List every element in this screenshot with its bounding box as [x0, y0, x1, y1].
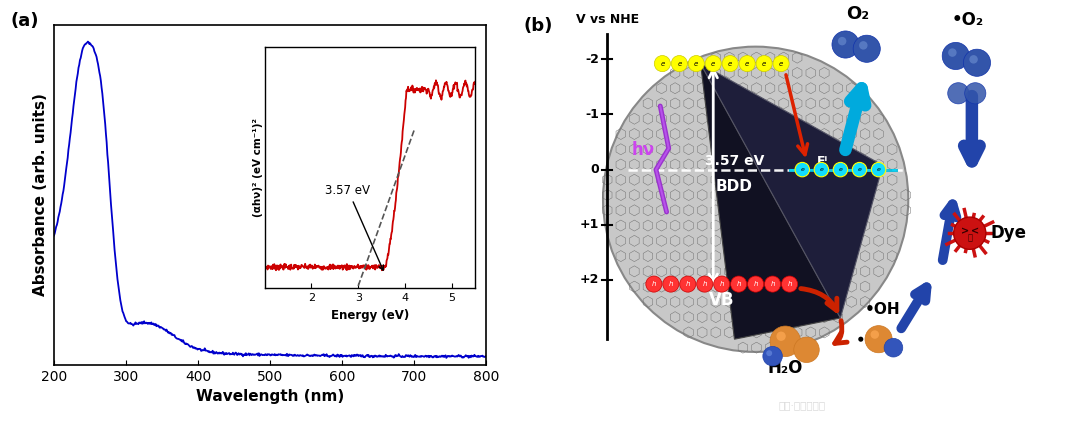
Text: Dye: Dye: [991, 224, 1027, 242]
Circle shape: [865, 326, 892, 353]
Circle shape: [705, 56, 721, 72]
Circle shape: [663, 276, 679, 292]
Circle shape: [963, 49, 990, 76]
Text: H₂O: H₂O: [768, 359, 804, 377]
Y-axis label: Absorbance (arb. units): Absorbance (arb. units): [33, 94, 49, 296]
Circle shape: [646, 276, 662, 292]
Circle shape: [688, 56, 704, 72]
Circle shape: [773, 56, 789, 72]
Circle shape: [942, 42, 970, 70]
Circle shape: [762, 346, 782, 366]
Text: h: h: [719, 281, 724, 287]
Text: -2: -2: [585, 53, 598, 66]
Text: e: e: [762, 61, 766, 67]
Text: 3.57 eV: 3.57 eV: [325, 184, 383, 270]
Circle shape: [838, 37, 847, 45]
Circle shape: [870, 330, 879, 339]
Circle shape: [872, 162, 886, 177]
Text: (b): (b): [524, 17, 553, 35]
Circle shape: [777, 332, 786, 341]
Circle shape: [948, 83, 969, 104]
Text: e: e: [728, 61, 732, 67]
Text: 0: 0: [590, 163, 598, 176]
Circle shape: [756, 56, 772, 72]
Circle shape: [731, 276, 746, 292]
Text: •O₂: •O₂: [951, 11, 984, 29]
Text: e: e: [838, 167, 842, 172]
X-axis label: Wavelength (nm): Wavelength (nm): [195, 389, 345, 404]
Text: V vs NHE: V vs NHE: [576, 13, 638, 25]
Text: e: e: [858, 167, 862, 172]
Text: BDD: BDD: [716, 179, 753, 194]
Circle shape: [672, 56, 687, 72]
Circle shape: [654, 56, 671, 72]
Circle shape: [794, 337, 820, 363]
Y-axis label: (αhν)² (eV cm⁻¹)²: (αhν)² (eV cm⁻¹)²: [253, 118, 264, 217]
Circle shape: [859, 337, 863, 342]
Text: h: h: [787, 281, 792, 287]
Text: 3.57 eV: 3.57 eV: [705, 154, 765, 168]
Text: +1: +1: [579, 218, 598, 231]
Text: h: h: [737, 281, 741, 287]
Text: VB: VB: [708, 291, 734, 309]
Text: <: <: [971, 226, 978, 236]
Text: 众号·石墨烯研究: 众号·石墨烯研究: [779, 400, 826, 410]
Polygon shape: [701, 64, 840, 339]
Circle shape: [834, 162, 848, 177]
Text: (a): (a): [11, 12, 39, 30]
Text: h: h: [669, 281, 673, 287]
Circle shape: [739, 56, 755, 72]
Circle shape: [766, 350, 772, 356]
Text: +2: +2: [579, 273, 598, 286]
Circle shape: [970, 55, 977, 64]
Circle shape: [885, 338, 903, 357]
Circle shape: [859, 41, 867, 50]
Circle shape: [714, 276, 730, 292]
Circle shape: [603, 47, 908, 352]
Circle shape: [832, 31, 859, 58]
Text: e: e: [660, 61, 664, 67]
Circle shape: [948, 48, 957, 57]
Text: h: h: [686, 281, 690, 287]
Text: h: h: [754, 281, 758, 287]
Text: h: h: [702, 281, 707, 287]
X-axis label: Energy (eV): Energy (eV): [330, 309, 409, 322]
Text: h: h: [651, 281, 657, 287]
Text: e: e: [800, 167, 805, 172]
Text: e: e: [779, 61, 783, 67]
Polygon shape: [701, 64, 882, 318]
Circle shape: [747, 276, 764, 292]
Circle shape: [795, 162, 810, 177]
Text: e: e: [694, 61, 699, 67]
Text: -1: -1: [585, 108, 598, 121]
Text: hν: hν: [632, 141, 654, 159]
Circle shape: [723, 56, 739, 72]
Text: •OH: •OH: [865, 302, 901, 317]
Text: ⌢: ⌢: [968, 233, 972, 242]
Text: e: e: [877, 167, 880, 172]
Circle shape: [853, 35, 880, 62]
Text: h: h: [770, 281, 774, 287]
Circle shape: [852, 162, 867, 177]
Text: Eⁱ: Eⁱ: [818, 154, 828, 167]
Circle shape: [782, 276, 798, 292]
Text: CB: CB: [710, 33, 734, 50]
Circle shape: [964, 83, 986, 104]
Text: >: >: [960, 226, 969, 236]
Circle shape: [679, 276, 696, 292]
Text: e: e: [677, 61, 681, 67]
Text: e: e: [820, 167, 823, 172]
Circle shape: [770, 326, 800, 357]
Text: e: e: [745, 61, 750, 67]
Circle shape: [814, 162, 828, 177]
Circle shape: [765, 276, 781, 292]
Circle shape: [954, 217, 986, 249]
Text: e: e: [711, 61, 715, 67]
Circle shape: [697, 276, 713, 292]
Text: O₂: O₂: [846, 5, 869, 23]
